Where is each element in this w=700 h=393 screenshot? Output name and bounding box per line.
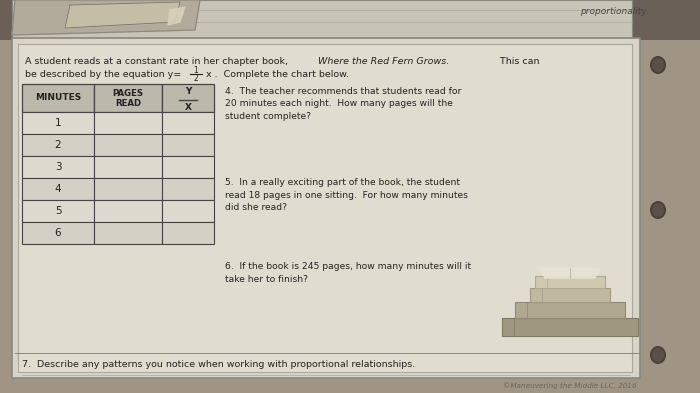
Bar bbox=[94, 200, 162, 222]
Bar bbox=[12, 0, 632, 38]
Text: MINUTES: MINUTES bbox=[35, 94, 81, 103]
Bar bbox=[535, 276, 605, 288]
Text: 7.  Describe any patterns you notice when working with proportional relationship: 7. Describe any patterns you notice when… bbox=[22, 360, 415, 369]
Ellipse shape bbox=[650, 201, 666, 219]
Bar bbox=[22, 84, 94, 112]
Bar bbox=[94, 84, 162, 112]
Bar bbox=[22, 112, 94, 134]
Text: PAGES: PAGES bbox=[113, 90, 144, 99]
Text: READ: READ bbox=[115, 99, 141, 108]
Bar bbox=[94, 178, 162, 200]
Bar bbox=[0, 0, 700, 40]
Ellipse shape bbox=[652, 58, 664, 72]
Bar bbox=[22, 156, 94, 178]
Text: 1: 1 bbox=[194, 66, 198, 75]
Text: 3: 3 bbox=[55, 162, 62, 172]
Ellipse shape bbox=[650, 346, 666, 364]
Bar bbox=[162, 222, 214, 244]
Text: Y: Y bbox=[185, 88, 191, 97]
Bar bbox=[162, 84, 214, 112]
Bar bbox=[12, 38, 640, 378]
Bar bbox=[94, 222, 162, 244]
Bar bbox=[18, 44, 632, 372]
Text: X: X bbox=[185, 103, 192, 112]
Bar bbox=[22, 200, 94, 222]
Bar bbox=[162, 156, 214, 178]
Bar bbox=[22, 178, 94, 200]
Bar bbox=[502, 318, 638, 336]
Polygon shape bbox=[65, 2, 180, 28]
Bar bbox=[530, 288, 610, 302]
Text: x .  Complete the chart below.: x . Complete the chart below. bbox=[206, 70, 349, 79]
Text: ©Maneuvering the Middle LLC, 2016: ©Maneuvering the Middle LLC, 2016 bbox=[503, 382, 637, 389]
Bar bbox=[94, 112, 162, 134]
Text: Where the Red Fern Grows.: Where the Red Fern Grows. bbox=[318, 57, 449, 66]
Ellipse shape bbox=[652, 203, 664, 217]
Bar bbox=[22, 134, 94, 156]
Ellipse shape bbox=[652, 348, 664, 362]
Bar bbox=[162, 112, 214, 134]
Polygon shape bbox=[168, 7, 185, 25]
Ellipse shape bbox=[650, 56, 666, 74]
Polygon shape bbox=[540, 268, 600, 278]
Bar bbox=[162, 200, 214, 222]
Text: 6.  If the book is 245 pages, how many minutes will it
take her to finish?: 6. If the book is 245 pages, how many mi… bbox=[225, 262, 471, 283]
Bar bbox=[162, 134, 214, 156]
Text: 1: 1 bbox=[55, 118, 62, 128]
Polygon shape bbox=[12, 0, 200, 35]
Bar bbox=[94, 156, 162, 178]
Text: 6: 6 bbox=[55, 228, 62, 238]
Text: This can: This can bbox=[494, 57, 540, 66]
Text: be described by the equation y=: be described by the equation y= bbox=[25, 70, 181, 79]
Bar bbox=[0, 40, 700, 393]
Text: 4: 4 bbox=[55, 184, 62, 194]
Bar bbox=[22, 222, 94, 244]
Text: A student reads at a constant rate in her chapter book,: A student reads at a constant rate in he… bbox=[25, 57, 291, 66]
Bar bbox=[162, 178, 214, 200]
Text: 2: 2 bbox=[55, 140, 62, 150]
Text: 5: 5 bbox=[55, 206, 62, 216]
Text: 4.  The teacher recommends that students read for
20 minutes each night.  How ma: 4. The teacher recommends that students … bbox=[225, 87, 461, 121]
Text: 2: 2 bbox=[194, 74, 198, 83]
Bar bbox=[515, 302, 625, 318]
Bar bbox=[94, 134, 162, 156]
Text: 5.  In a really exciting part of the book, the student
read 18 pages in one sitt: 5. In a really exciting part of the book… bbox=[225, 178, 468, 212]
Text: proportionality.: proportionality. bbox=[580, 7, 649, 16]
